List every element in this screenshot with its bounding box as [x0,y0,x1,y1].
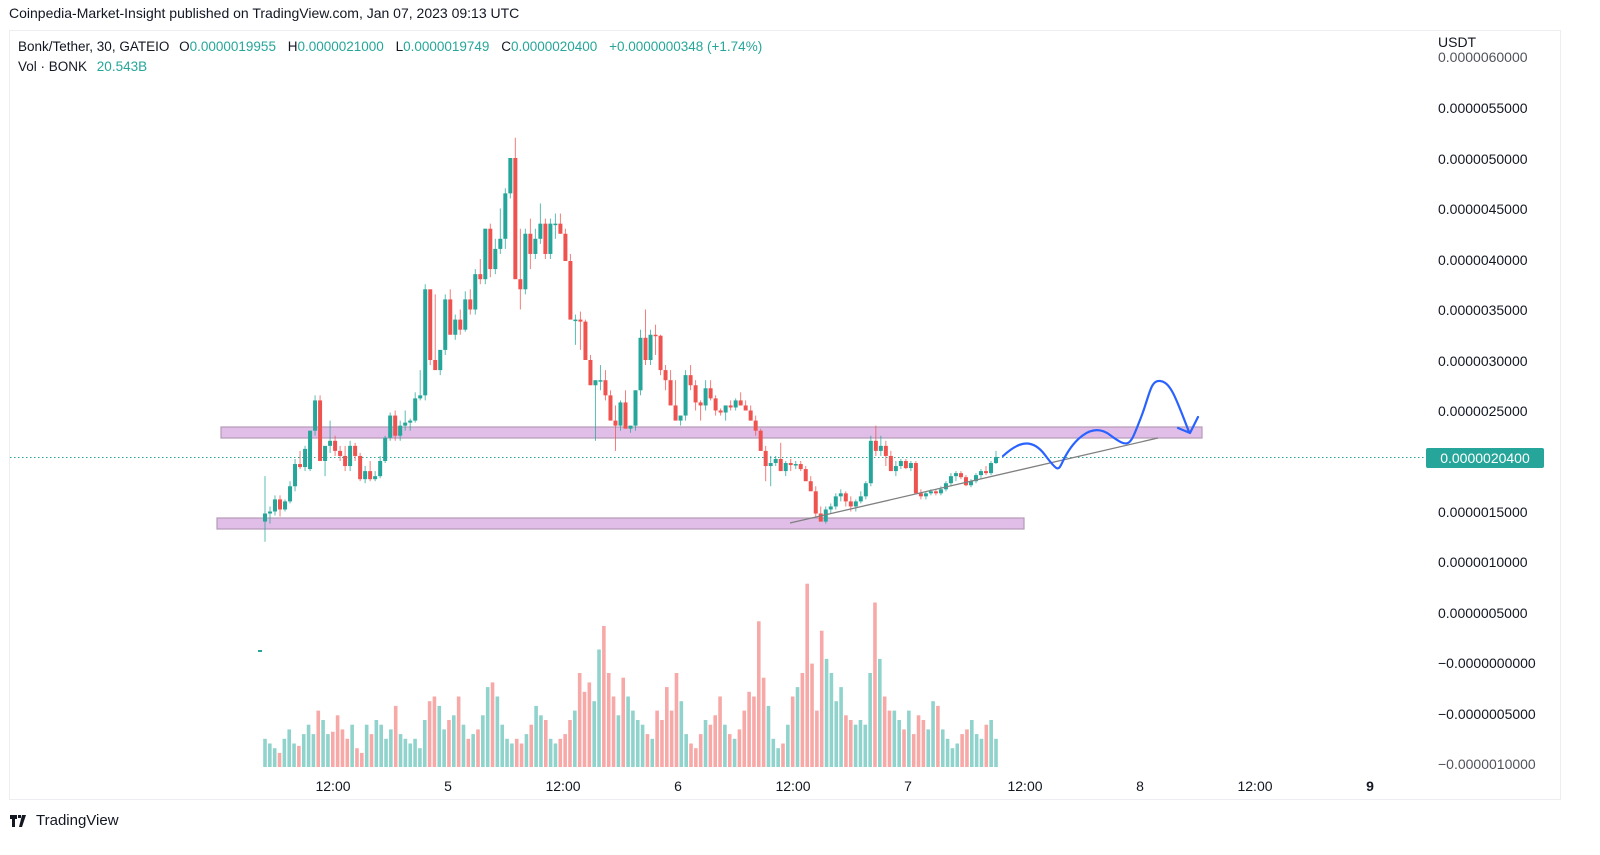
ascending-trendline[interactable] [789,437,1159,524]
time-tick: 8 [1136,778,1144,794]
high-value: 0.0000021000 [297,39,384,54]
price-tick: 0.0000005000 [1438,605,1528,621]
change-value: +0.0000000348 (+1.74%) [609,39,763,54]
time-tick: 9 [1366,778,1374,794]
price-tick: −0.0000005000 [1438,706,1536,722]
time-tick: 12:00 [1237,778,1273,794]
price-tick: 0.0000030000 [1438,353,1528,369]
time-tick: 7 [904,778,912,794]
volume-value: 20.543B [96,59,148,74]
symbol-label[interactable]: Bonk/Tether, 30, GATEIO [18,39,170,54]
open-value: 0.0000019955 [189,39,276,54]
volume-label[interactable]: Vol · BONK [18,59,88,74]
time-tick: 6 [674,778,682,794]
brand-name: TradingView [36,812,119,829]
volume-marker [258,650,262,652]
low-value: 0.0000019749 [403,39,490,54]
price-tick: 0.0000010000 [1438,554,1528,570]
volume-row: Vol · BONK 20.543B [18,57,770,77]
time-tick: 12:00 [315,778,351,794]
price-tick: 0.0000055000 [1438,100,1528,116]
ohlc-row: Bonk/Tether, 30, GATEIO O0.0000019955 H0… [18,37,770,57]
price-tick: 0.0000025000 [1438,403,1528,419]
price-axis-unit[interactable]: USDT [1438,34,1477,50]
price-tick: −0.0000010000 [1438,756,1536,772]
price-tick: 0.0000035000 [1438,302,1528,318]
close-label: C [501,39,511,54]
support-zone[interactable] [216,517,1025,530]
time-tick: 12:00 [775,778,811,794]
close-value: 0.0000020400 [510,39,598,54]
price-tick: −0.0000000000 [1438,655,1536,671]
resistance-zone[interactable] [220,426,1203,439]
time-tick: 12:00 [545,778,581,794]
open-label: O [179,39,190,54]
price-tick: 0.0000050000 [1438,151,1528,167]
low-label: L [395,39,404,54]
projection-path[interactable] [1001,379,1200,470]
price-tick: 0.0000060000 [1438,49,1528,65]
volume-bars [263,583,998,767]
current-price-tag: 0.0000020400 [1426,448,1544,468]
price-tick: 0.0000040000 [1438,252,1528,268]
price-tick: 0.0000045000 [1438,201,1528,217]
high-label: H [287,39,298,54]
candlesticks [263,137,998,542]
zone-layer [216,426,1203,530]
tradingview-brand[interactable]: TradingView [10,812,119,829]
chart-frame [9,30,1561,800]
time-tick: 5 [444,778,452,794]
tradingview-logo-icon [10,814,26,827]
publisher-line: Coinpedia-Market-Insight published on Tr… [9,5,520,21]
time-tick: 12:00 [1007,778,1043,794]
price-tick: 0.0000015000 [1438,504,1528,520]
chart-legend: Bonk/Tether, 30, GATEIO O0.0000019955 H0… [18,37,770,77]
